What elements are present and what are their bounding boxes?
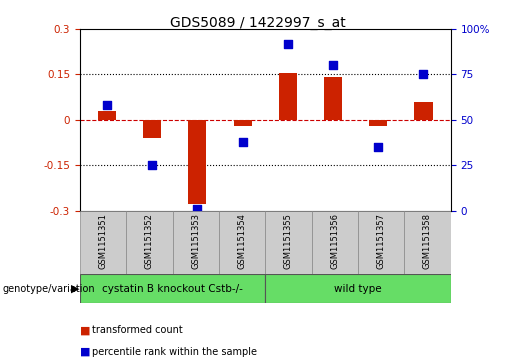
Text: GSM1151356: GSM1151356 — [330, 213, 339, 269]
Text: percentile rank within the sample: percentile rank within the sample — [92, 347, 256, 357]
Text: GDS5089 / 1422997_s_at: GDS5089 / 1422997_s_at — [169, 16, 346, 30]
Text: GSM1151352: GSM1151352 — [145, 213, 154, 269]
Text: transformed count: transformed count — [92, 325, 182, 335]
Text: ■: ■ — [80, 347, 90, 357]
Text: cystatin B knockout Cstb-/-: cystatin B knockout Cstb-/- — [102, 284, 243, 294]
Point — [419, 72, 427, 77]
Point — [103, 102, 111, 108]
Bar — [279, 73, 297, 120]
Bar — [219, 211, 265, 274]
Point — [193, 206, 201, 212]
Text: wild type: wild type — [334, 284, 382, 294]
Point — [238, 139, 247, 144]
Bar — [98, 111, 116, 120]
Text: GSM1151355: GSM1151355 — [284, 213, 293, 269]
Point — [284, 41, 292, 46]
Text: GSM1151354: GSM1151354 — [237, 213, 247, 269]
Point — [374, 144, 383, 150]
Point — [148, 162, 156, 168]
Bar — [188, 120, 207, 204]
Bar — [143, 120, 161, 138]
Text: ■: ■ — [80, 325, 90, 335]
Text: GSM1151358: GSM1151358 — [423, 213, 432, 269]
Bar — [265, 211, 312, 274]
Bar — [369, 120, 387, 126]
Bar — [234, 120, 252, 126]
Bar — [324, 77, 342, 120]
Text: genotype/variation: genotype/variation — [3, 284, 95, 294]
Text: ▶: ▶ — [71, 284, 80, 294]
Bar — [312, 211, 358, 274]
Bar — [358, 211, 404, 274]
Bar — [80, 274, 265, 303]
Point — [329, 62, 337, 68]
Bar — [126, 211, 173, 274]
Text: GSM1151353: GSM1151353 — [191, 213, 200, 269]
Bar — [173, 211, 219, 274]
Text: GSM1151351: GSM1151351 — [98, 213, 108, 269]
Bar — [415, 102, 433, 120]
Bar — [404, 211, 451, 274]
Bar — [265, 274, 451, 303]
Text: GSM1151357: GSM1151357 — [376, 213, 386, 269]
Bar — [80, 211, 126, 274]
